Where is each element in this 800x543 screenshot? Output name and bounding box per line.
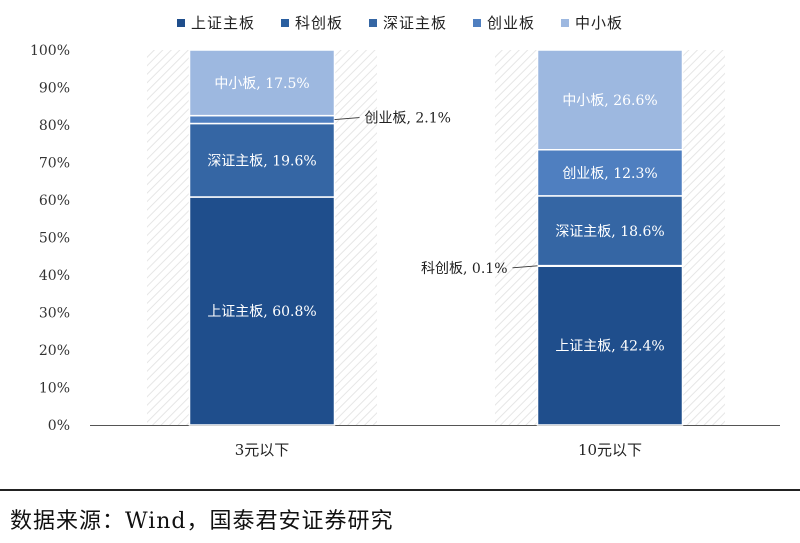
legend-label: 上证主板: [190, 14, 255, 32]
bar-segment: [536, 195, 684, 267]
data-label: 上证主板, 60.8%: [207, 304, 316, 320]
bar-segment: [188, 196, 336, 426]
legend-item: 科创板: [280, 12, 343, 33]
legend-swatch: [280, 18, 289, 27]
y-tick-label: 70%: [39, 156, 70, 172]
data-label: 上证主板, 42.4%: [555, 339, 664, 355]
source-note: 数据来源：Wind，国泰君安证券研究: [10, 509, 394, 534]
data-label: 中小板, 17.5%: [214, 76, 309, 92]
legend-item: 中小板: [561, 12, 623, 33]
callout-label: 科创板, 0.1%: [421, 261, 507, 277]
legend-swatch: [368, 18, 377, 27]
chart-plot: 0% 10% 20% 30% 40% 50% 60% 70% 80% 90% 100% 上证主板, 6…: [30, 43, 780, 459]
legend-swatch: [176, 18, 185, 27]
bar-segment: [536, 265, 684, 426]
data-label: 深证主板, 19.6%: [207, 153, 316, 169]
legend-label: 创业板: [487, 14, 536, 32]
bar-segment: [188, 49, 336, 117]
data-label: 深证主板, 18.6%: [555, 224, 664, 240]
y-tick-label: 100%: [30, 43, 70, 59]
bar-segment: [536, 149, 684, 197]
bar-segment: [536, 49, 684, 151]
data-label: 创业板, 12.3%: [562, 166, 657, 182]
y-tick-label: 20%: [39, 343, 70, 359]
footer-divider: [0, 489, 800, 491]
legend: 上证主板 科创板 深证主板 创业板 中小板: [0, 12, 800, 33]
callout-label: 创业板, 2.1%: [365, 111, 451, 127]
y-tick-label: 40%: [39, 268, 70, 284]
y-tick-label: 50%: [39, 231, 70, 247]
y-tick-label: 80%: [39, 118, 70, 134]
legend-swatch: [561, 18, 570, 27]
legend-label: 中小板: [575, 14, 624, 32]
data-label: 中小板, 26.6%: [562, 93, 657, 109]
y-tick-label: 10%: [39, 381, 70, 397]
y-tick-label: 30%: [39, 306, 70, 322]
bar-segment: [188, 114, 336, 125]
legend-label: 科创板: [294, 14, 343, 32]
legend-item: 深证主板: [368, 12, 447, 33]
x-tick-label: 3元以下: [235, 441, 290, 459]
x-tick-label: 10元以下: [578, 441, 642, 459]
legend-swatch: [473, 18, 481, 27]
chart: 上证主板 科创板 深证主板 创业板 中小板 0% 10% 20% 30% 40% 50% 60% 70…: [0, 12, 800, 459]
callout-leader: [512, 265, 538, 269]
legend-item: 创业板: [473, 12, 535, 33]
legend-label: 深证主板: [382, 14, 447, 32]
y-tick-label: 60%: [39, 193, 70, 209]
y-tick-label: 0%: [48, 418, 70, 434]
bar-segment: [188, 122, 336, 198]
y-tick-label: 90%: [39, 81, 70, 97]
callout-leader: [334, 117, 360, 121]
legend-item: 上证主板: [176, 12, 255, 33]
